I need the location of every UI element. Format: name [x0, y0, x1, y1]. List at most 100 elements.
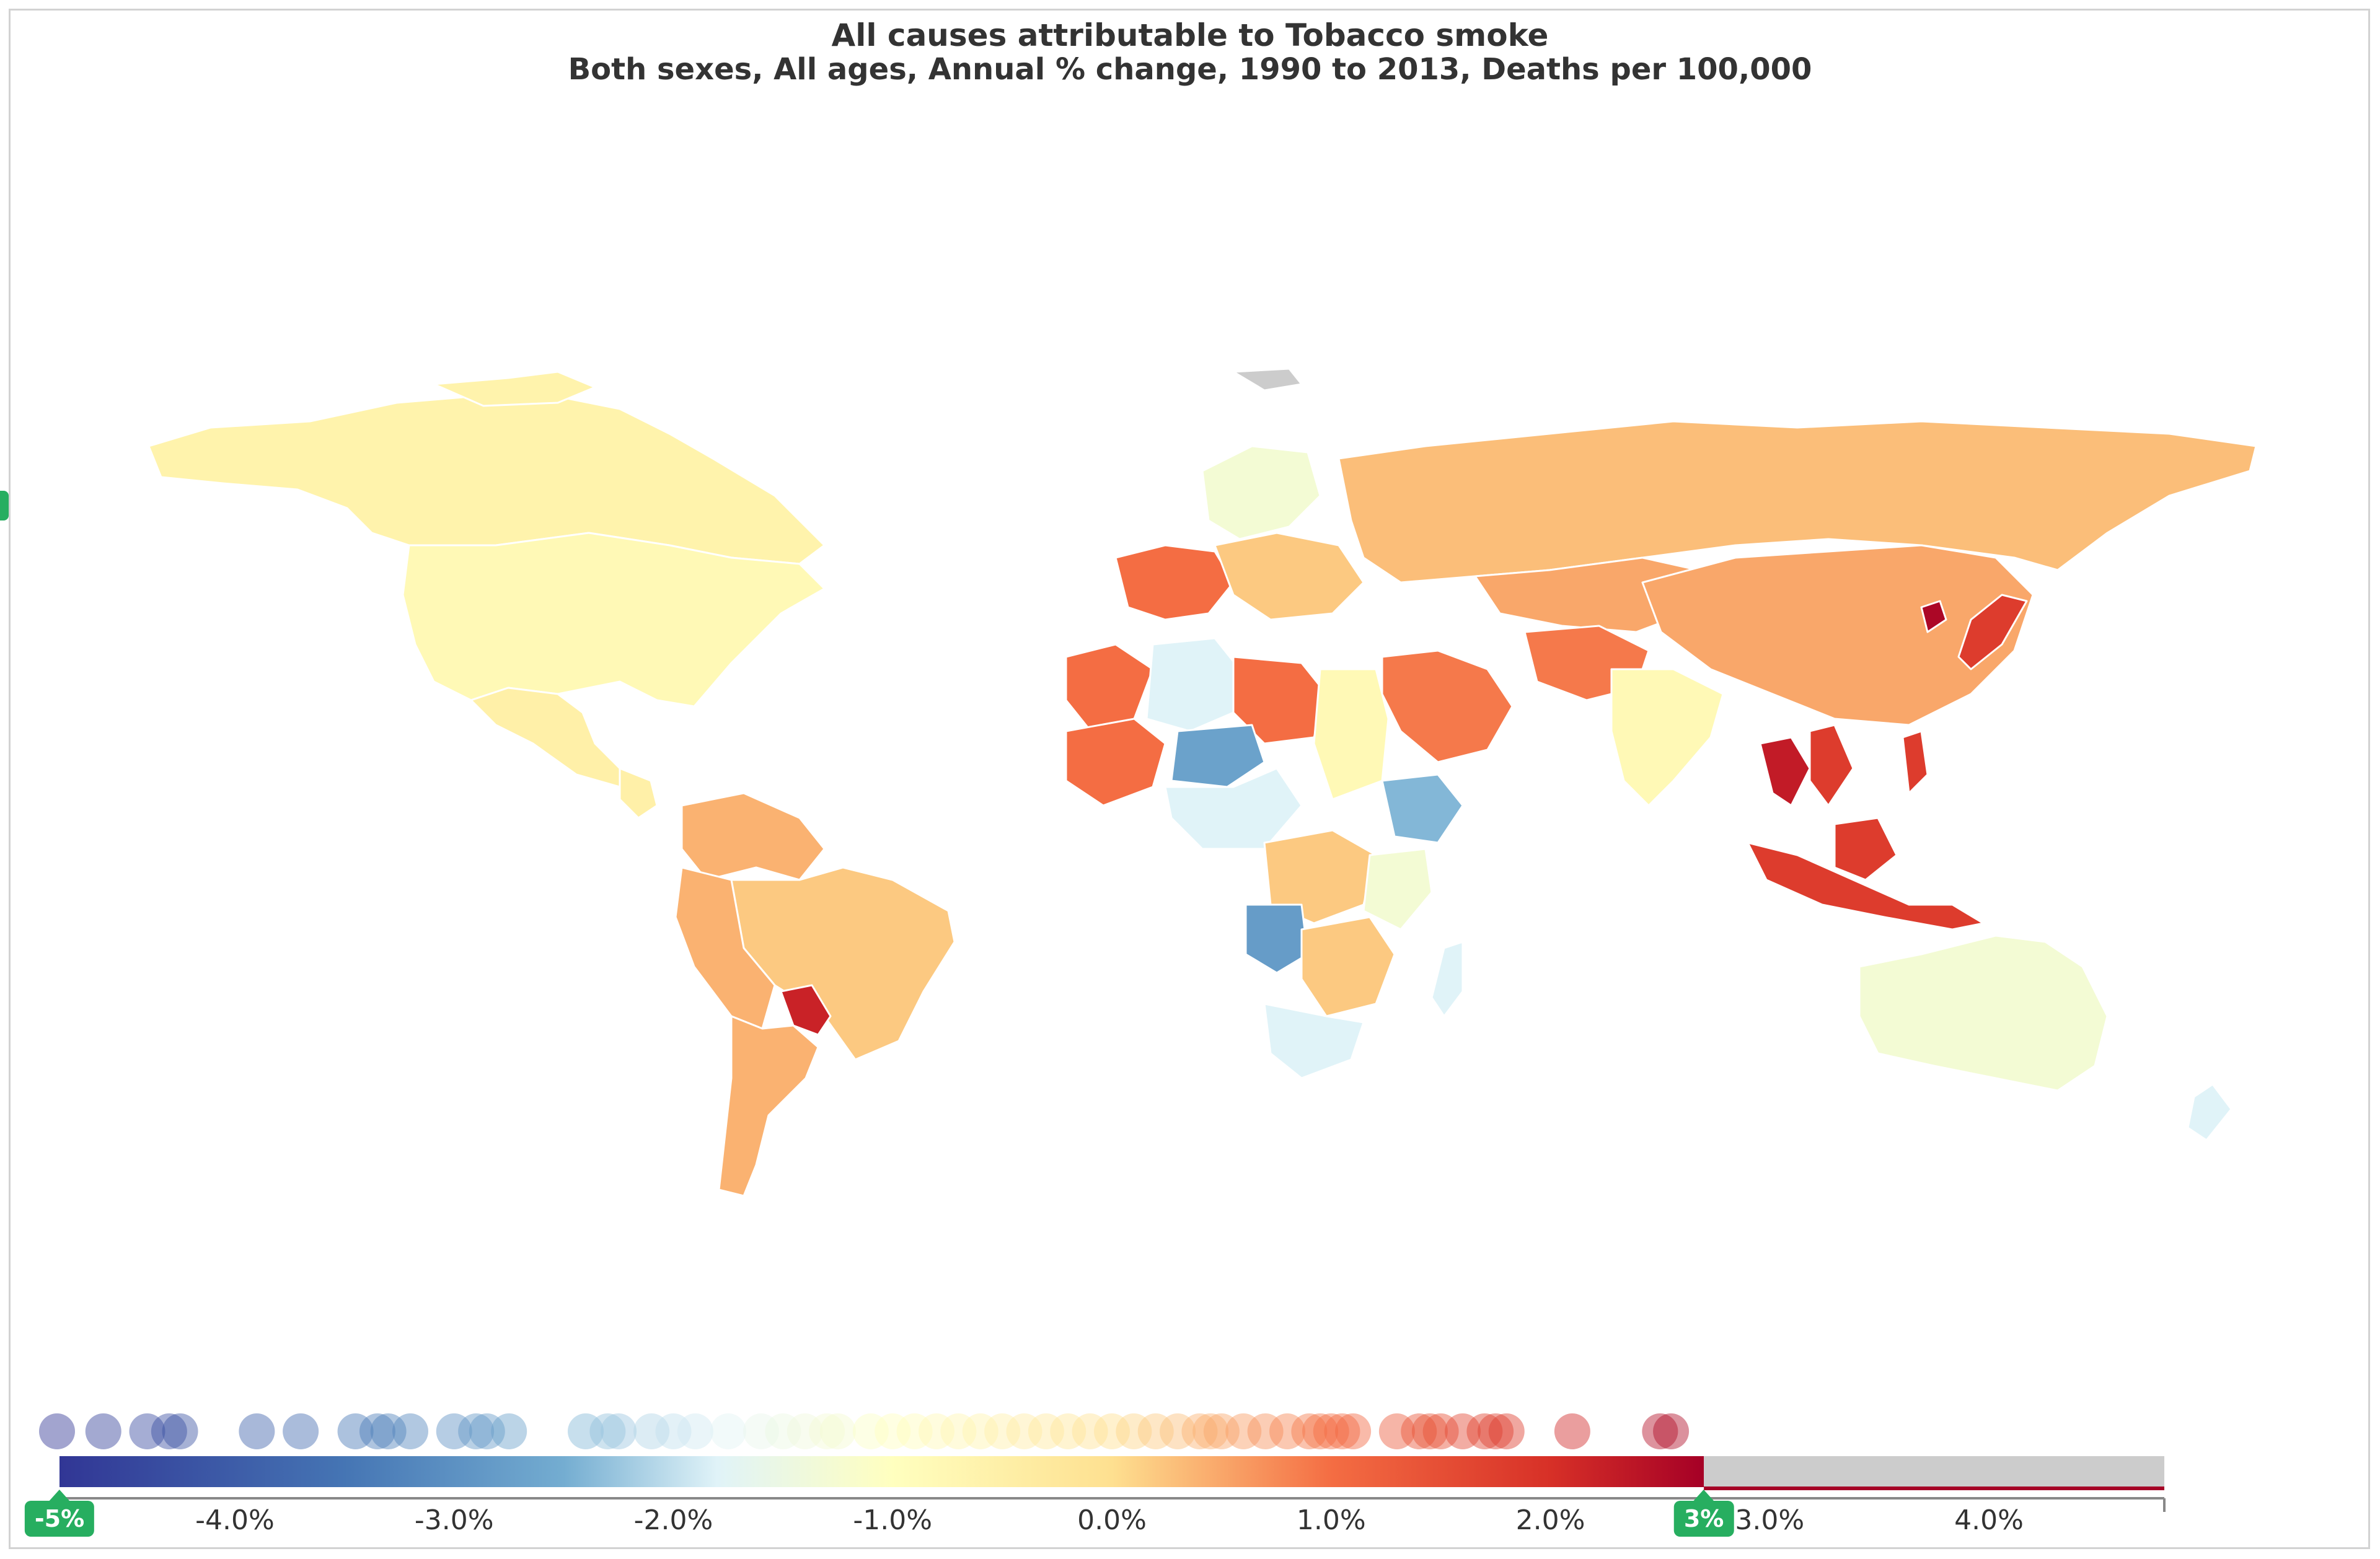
- legend-country-point[interactable]: [1072, 1413, 1108, 1449]
- legend-country-point[interactable]: [1422, 1413, 1459, 1449]
- region-madagascar[interactable]: [1430, 941, 1464, 1017]
- legend-country-point[interactable]: [1225, 1413, 1262, 1449]
- legend-country-point[interactable]: [469, 1413, 505, 1449]
- legend-country-point[interactable]: [655, 1413, 692, 1449]
- legend-country-point[interactable]: [1401, 1413, 1437, 1449]
- region-india[interactable]: [1610, 668, 1724, 807]
- legend-country-point[interactable]: [1378, 1413, 1415, 1449]
- legend-country-point[interactable]: [1269, 1413, 1305, 1449]
- legend-country-point[interactable]: [677, 1413, 713, 1449]
- legend-country-point[interactable]: [1160, 1413, 1196, 1449]
- region-colombia-venezuela[interactable]: [681, 792, 826, 881]
- legend-country-point[interactable]: [962, 1413, 998, 1449]
- legend-country-point[interactable]: [1192, 1413, 1229, 1449]
- legend-country-point[interactable]: [710, 1413, 746, 1449]
- region-north-africa-central[interactable]: [1145, 637, 1241, 732]
- legend-country-point[interactable]: [151, 1413, 187, 1449]
- legend-country-point[interactable]: [743, 1413, 779, 1449]
- legend-country-point[interactable]: [1554, 1413, 1590, 1449]
- legend-country-point[interactable]: [85, 1413, 121, 1449]
- region-europe-central[interactable]: [1214, 532, 1365, 621]
- legend-country-point[interactable]: [1094, 1413, 1130, 1449]
- legend-country-point[interactable]: [1488, 1413, 1525, 1449]
- legend-country-point[interactable]: [633, 1413, 670, 1449]
- legend-country-point[interactable]: [1478, 1413, 1514, 1449]
- region-middle-east[interactable]: [1381, 649, 1514, 763]
- legend-country-point[interactable]: [819, 1413, 856, 1449]
- legend-country-point[interactable]: [1653, 1413, 1690, 1449]
- region-new-zealand[interactable]: [2187, 1083, 2232, 1141]
- legend-country-point[interactable]: [875, 1413, 911, 1449]
- legend-country-point[interactable]: [1028, 1413, 1064, 1449]
- region-canada[interactable]: [148, 395, 826, 565]
- legend-country-point[interactable]: [239, 1413, 275, 1449]
- region-argentina[interactable]: [718, 1015, 819, 1197]
- legend-country-point[interactable]: [1466, 1413, 1503, 1449]
- legend-country-point[interactable]: [1116, 1413, 1152, 1449]
- legend-country-point[interactable]: [568, 1413, 604, 1449]
- legend-country-point[interactable]: [1006, 1413, 1042, 1449]
- region-philippines[interactable]: [1902, 730, 1929, 794]
- region-united-states[interactable]: [402, 532, 826, 708]
- region-north-korea[interactable]: [1920, 600, 1947, 633]
- region-indochina[interactable]: [1809, 724, 1854, 807]
- region-angola[interactable]: [1245, 903, 1309, 974]
- legend-country-point[interactable]: [392, 1413, 428, 1449]
- legend-country-point[interactable]: [809, 1413, 845, 1449]
- legend-country-point[interactable]: [896, 1413, 933, 1449]
- legend-country-point[interactable]: [601, 1413, 637, 1449]
- legend-country-point[interactable]: [162, 1413, 198, 1449]
- legend-country-point[interactable]: [1137, 1413, 1174, 1449]
- legend-country-point[interactable]: [1335, 1413, 1372, 1449]
- legend-country-point[interactable]: [1445, 1413, 1481, 1449]
- region-southern-africa[interactable]: [1300, 916, 1396, 1017]
- region-europe-north[interactable]: [1201, 445, 1321, 540]
- legend-country-point[interactable]: [129, 1413, 165, 1449]
- legend-min-handle[interactable]: -5%: [24, 1490, 95, 1537]
- region-central-america[interactable]: [619, 767, 658, 819]
- region-europe-west[interactable]: [1114, 544, 1235, 621]
- region-chad-nigeria[interactable]: [1164, 767, 1303, 850]
- region-south-africa[interactable]: [1263, 1003, 1365, 1079]
- legend-country-point[interactable]: [589, 1413, 626, 1449]
- legend-country-point[interactable]: [491, 1413, 527, 1449]
- legend-country-point[interactable]: [370, 1413, 407, 1449]
- legend-country-point[interactable]: [436, 1413, 472, 1449]
- region-egypt-sudan[interactable]: [1313, 668, 1390, 801]
- legend-country-point[interactable]: [39, 1413, 75, 1449]
- region-north-africa-west[interactable]: [1065, 643, 1154, 732]
- legend-max-handle[interactable]: 3%: [1673, 1490, 1734, 1537]
- legend-country-point[interactable]: [283, 1413, 319, 1449]
- region-japan[interactable]: [1957, 594, 2028, 670]
- region-russia[interactable]: [1338, 420, 2257, 584]
- side-panel-tab[interactable]: [0, 491, 9, 520]
- region-ethiopia[interactable]: [1381, 773, 1464, 844]
- region-china[interactable]: [1641, 544, 2034, 726]
- legend-country-point[interactable]: [1313, 1413, 1349, 1449]
- region-east-africa[interactable]: [1362, 848, 1433, 931]
- legend-country-point[interactable]: [359, 1413, 395, 1449]
- legend-country-point[interactable]: [458, 1413, 495, 1449]
- legend-country-point[interactable]: [1642, 1413, 1678, 1449]
- legend-country-point[interactable]: [919, 1413, 954, 1449]
- region-niger[interactable]: [1170, 724, 1266, 788]
- legend-country-point[interactable]: [852, 1413, 889, 1449]
- legend-country-point[interactable]: [940, 1413, 977, 1449]
- legend-country-point[interactable]: [1302, 1413, 1339, 1449]
- region-australia[interactable]: [1858, 934, 2109, 1092]
- region-west-africa[interactable]: [1065, 718, 1166, 807]
- region-thailand[interactable]: [1759, 736, 1811, 807]
- legend-country-point[interactable]: [337, 1413, 374, 1449]
- legend-country-point[interactable]: [787, 1413, 823, 1449]
- legend-country-point[interactable]: [1050, 1413, 1086, 1449]
- legend-country-point[interactable]: [1247, 1413, 1284, 1449]
- legend-country-point[interactable]: [1203, 1413, 1240, 1449]
- legend-country-point[interactable]: [1411, 1413, 1448, 1449]
- legend-country-point[interactable]: [1181, 1413, 1218, 1449]
- region-mexico[interactable]: [470, 687, 621, 788]
- region-borneo[interactable]: [1833, 817, 1898, 881]
- region-indonesia[interactable]: [1747, 841, 1985, 931]
- region-greenland-area[interactable]: [433, 371, 596, 407]
- legend-country-point[interactable]: [1291, 1413, 1328, 1449]
- legend-country-point[interactable]: [765, 1413, 801, 1449]
